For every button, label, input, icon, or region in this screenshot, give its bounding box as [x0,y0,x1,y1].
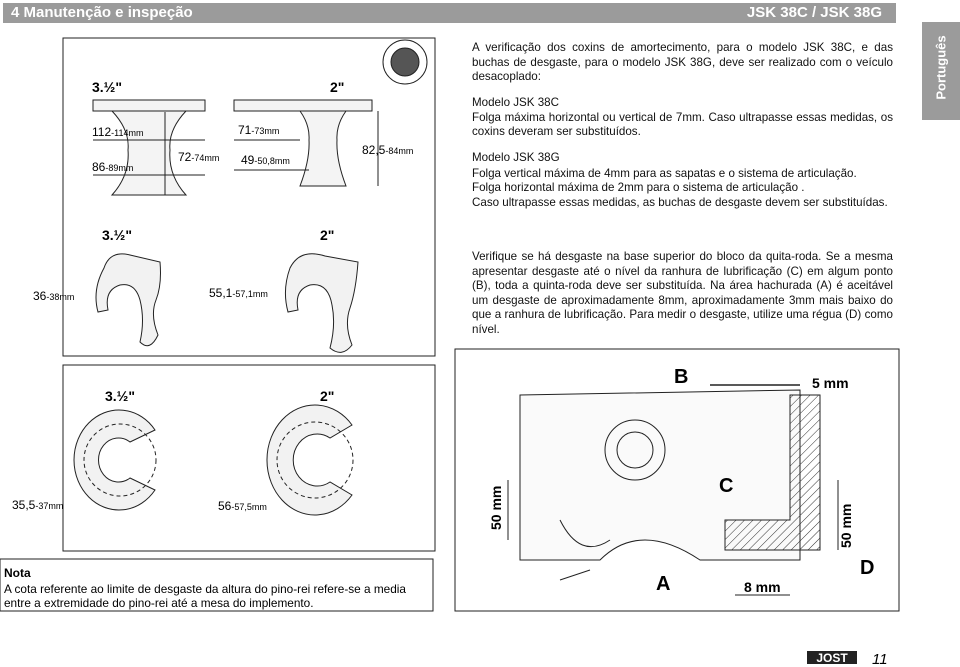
dimension-label: 49-50,8mm [241,153,290,167]
ring-drawing [73,404,354,516]
dim-main: 49 [241,153,255,167]
dimension-label: 71-73mm [238,123,279,137]
dimension-label: 72-74mm [178,150,219,164]
paragraph: Folga horizontal máxima de 2mm para o si… [472,181,805,195]
wear-paragraph: Verifique se há desgaste na base superio… [472,250,893,336]
dim-main: 71 [238,123,252,137]
callout: 50 mm [838,504,854,548]
intro: A verificação dos coxins de amorteciment… [472,41,893,84]
size-label: 3.½" [102,227,132,243]
dim-sub: -57,1mm [232,289,268,299]
dim-sub: -57,5mm [231,502,267,512]
section-title: 4 Manutenção e inspeção [11,4,193,21]
logo: JOST [816,651,848,665]
callout: D [860,557,874,579]
size-label: 2" [320,388,334,404]
dim-sub: -84mm [385,146,413,156]
frame [454,348,900,612]
size-label: 2" [320,227,334,243]
dim-main: 35,5 [12,498,36,512]
dim-main: 82,5 [362,143,386,157]
dimension-label: 55,1-57,1mm [209,286,268,300]
bushing-drawing [95,253,359,353]
dimension-label: 56-57,5mm [218,499,267,513]
callout: 8 mm [744,579,781,595]
paragraph: Folga máxima horizontal ou vertical de 7… [472,110,893,139]
callout: 5 mm [812,375,849,391]
side-tab: Português [922,22,960,120]
heading: Modelo JSK 38G [472,151,560,164]
frame [62,37,436,357]
callout: B [674,366,688,388]
dim-main: 72 [178,150,192,164]
dim-sub: -73mm [251,126,279,136]
dim-main: 112 [92,125,111,139]
frames [62,37,900,612]
callout: A [656,573,670,595]
dim-main: 56 [218,499,232,513]
cross-section-drawing [507,384,839,596]
note-frame [0,558,434,612]
note-title: Nota [4,566,31,580]
dim-sub: -37mm [35,501,63,511]
dimension-lines [93,111,379,195]
paragraph: Folga vertical máxima de 4mm para as sap… [472,166,857,180]
dimension-label: 86-89mm [92,160,133,174]
model-38c: Modelo JSK 38C Folga máxima horizontal o… [472,96,893,140]
dim-main: 86 [92,160,106,174]
dim-sub: -74mm [191,153,219,163]
dim-sub: -38mm [46,292,74,302]
size-label: 3.½" [105,388,135,404]
size-label: 2" [330,79,344,95]
dimension-label: 36-38mm [33,289,74,303]
callout: C [719,475,733,497]
heading: Modelo JSK 38C [472,96,559,109]
page-number: 11 [872,651,888,667]
frame [62,364,436,552]
dim-main: 55,1 [209,286,233,300]
pad-drawing [92,39,428,196]
figure-labels: 3.½" 2" 3.½" 2" 3.½" 2" 112-114mm 86-89mm 72-74m… [12,79,874,595]
paragraph: Caso ultrapasse essas medidas, as buchas… [472,195,888,209]
note-body: A cota referente ao limite de desgaste d… [4,582,406,610]
logo-box [807,651,857,664]
model-38g: Modelo JSK 38G Folga vertical máxima de … [472,151,893,210]
size-label: 3.½" [92,79,122,95]
callout: 50 mm [488,486,504,530]
dimension-label: 35,5-37mm [12,498,63,512]
dim-main: 36 [33,289,47,303]
model-title: JSK 38C / JSK 38G [746,4,882,21]
dim-sub: -114mm [111,128,143,138]
dim-sub: -89mm [105,163,133,173]
dimension-label: 112-114mm [92,125,143,139]
dim-sub: -50,8mm [254,156,290,166]
dimension-label: 82,5-84mm [362,143,413,157]
header-bar: 4 Manutenção e inspeção JSK 38C / JSK 38… [3,3,896,23]
